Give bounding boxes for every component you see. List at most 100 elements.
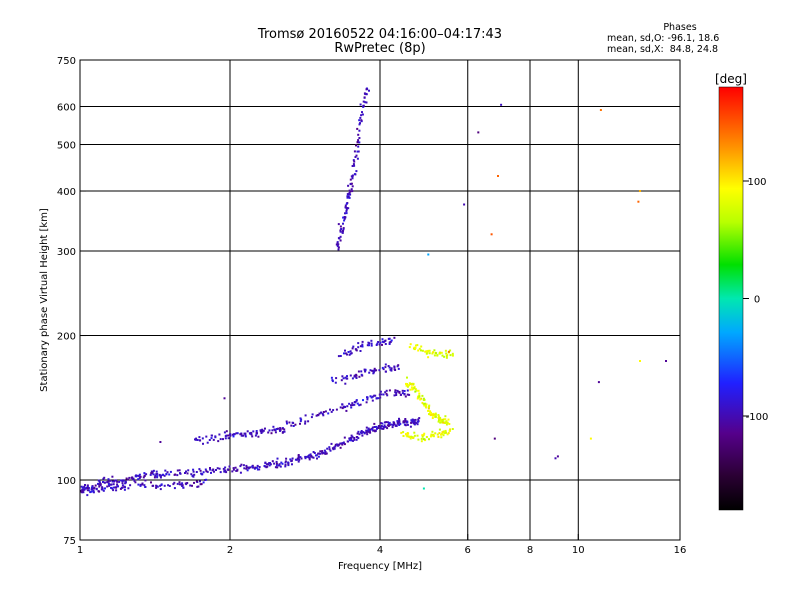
echo-point bbox=[235, 432, 238, 435]
echo-point bbox=[234, 466, 237, 469]
echo-point bbox=[389, 341, 392, 343]
echo-point bbox=[390, 423, 393, 426]
echo-point bbox=[310, 455, 313, 458]
echo-point bbox=[410, 386, 413, 389]
echo-point bbox=[403, 420, 406, 423]
echo-point bbox=[386, 427, 389, 430]
echo-point bbox=[413, 385, 416, 388]
echo-point bbox=[268, 464, 271, 467]
echo-point bbox=[377, 341, 380, 343]
echo-point bbox=[344, 382, 347, 385]
echo-point bbox=[223, 470, 226, 473]
echo-point bbox=[337, 243, 340, 246]
echo-point bbox=[345, 409, 348, 412]
echo-point bbox=[149, 473, 152, 476]
echo-point bbox=[358, 119, 361, 122]
echo-point bbox=[412, 436, 415, 439]
echo-point bbox=[429, 414, 432, 417]
echo-point bbox=[305, 455, 308, 458]
echo-point bbox=[325, 452, 328, 455]
echo-point bbox=[423, 432, 426, 435]
echo-point bbox=[98, 490, 101, 493]
echo-point bbox=[116, 480, 119, 483]
echo-point bbox=[371, 369, 374, 372]
echo-point bbox=[281, 462, 284, 465]
echo-point bbox=[463, 203, 466, 206]
echo-point bbox=[394, 389, 397, 392]
echo-point bbox=[192, 475, 195, 478]
echo-point bbox=[340, 379, 343, 382]
echo-point bbox=[285, 457, 288, 460]
echo-point bbox=[359, 345, 362, 348]
echo-point bbox=[423, 398, 426, 401]
echo-point bbox=[163, 474, 166, 477]
echo-point bbox=[374, 394, 377, 397]
echo-point bbox=[379, 422, 382, 425]
echo-point bbox=[441, 354, 444, 357]
echo-point bbox=[86, 484, 89, 487]
echo-point bbox=[271, 429, 274, 432]
echo-point bbox=[151, 471, 154, 474]
echo-point bbox=[206, 470, 209, 473]
echo-point bbox=[159, 484, 162, 487]
echo-point bbox=[439, 352, 441, 354]
echo-point bbox=[240, 433, 243, 436]
echo-point bbox=[229, 433, 232, 436]
echo-point bbox=[351, 435, 354, 438]
echo-point bbox=[279, 427, 282, 430]
echo-point bbox=[445, 352, 448, 355]
echo-point bbox=[330, 442, 333, 445]
echo-point bbox=[127, 478, 129, 481]
echo-point bbox=[163, 484, 166, 487]
echo-point bbox=[249, 432, 252, 435]
echo-point bbox=[223, 431, 226, 434]
echo-point bbox=[556, 455, 559, 458]
echo-point bbox=[240, 434, 243, 437]
echo-point bbox=[159, 488, 162, 491]
echo-point bbox=[84, 487, 87, 490]
echo-point bbox=[255, 430, 258, 432]
echo-point bbox=[388, 343, 391, 345]
echo-point bbox=[447, 432, 450, 435]
echo-point bbox=[424, 350, 427, 353]
echo-point bbox=[107, 480, 110, 483]
echo-point bbox=[350, 434, 353, 437]
echo-point bbox=[265, 466, 268, 469]
echo-point bbox=[114, 486, 117, 489]
echo-point bbox=[280, 461, 283, 464]
echo-point bbox=[182, 486, 185, 489]
echo-point bbox=[379, 396, 382, 399]
echo-point bbox=[443, 432, 446, 435]
echo-point bbox=[300, 457, 303, 460]
echo-point bbox=[103, 481, 106, 484]
echo-point bbox=[364, 369, 367, 372]
echo-point bbox=[359, 116, 362, 119]
echo-point bbox=[224, 435, 227, 438]
echo-point bbox=[433, 349, 436, 352]
echo-point bbox=[409, 343, 412, 346]
echo-point bbox=[356, 432, 359, 435]
echo-point bbox=[372, 372, 375, 375]
echo-point bbox=[405, 382, 407, 385]
echo-point bbox=[263, 465, 266, 467]
echo-point bbox=[275, 462, 278, 465]
echo-point bbox=[285, 420, 288, 423]
echo-point bbox=[381, 343, 383, 346]
echo-point bbox=[224, 466, 227, 469]
echo-point bbox=[291, 463, 293, 466]
echo-point bbox=[167, 484, 170, 487]
echo-point bbox=[178, 483, 181, 486]
y-tick-label: 300 bbox=[57, 247, 76, 258]
echo-point bbox=[347, 195, 350, 198]
echo-point bbox=[399, 393, 402, 396]
echo-point bbox=[396, 365, 399, 368]
echo-point bbox=[260, 432, 263, 434]
echo-point bbox=[181, 482, 184, 485]
echo-point bbox=[388, 421, 391, 424]
echo-point bbox=[222, 467, 225, 470]
echo-point bbox=[364, 101, 367, 104]
echo-point bbox=[358, 123, 361, 126]
echo-point bbox=[178, 481, 181, 484]
echo-point bbox=[202, 442, 204, 445]
echo-point bbox=[270, 432, 273, 435]
